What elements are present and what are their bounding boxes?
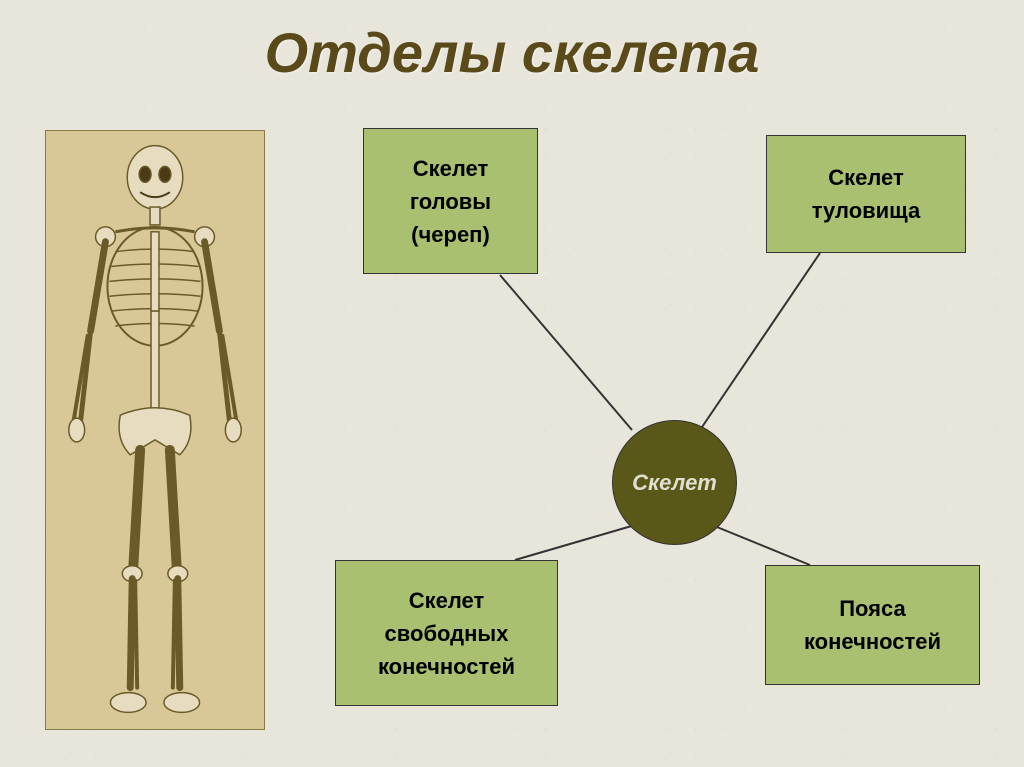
skeleton-illustration	[45, 130, 265, 730]
page-title: Отделы скелета	[265, 20, 760, 85]
node-head: Скелетголовы(череп)	[363, 128, 538, 274]
center-node: Скелет	[612, 420, 737, 545]
concept-diagram: Скелет Скелетголовы(череп) Скелеттуловища С…	[300, 110, 1000, 710]
node-free-limbs: Скелетсвободныхконечностей	[335, 560, 558, 706]
node-torso: Скелеттуловища	[766, 135, 966, 253]
node-limb-belts: Поясаконечностей	[765, 565, 980, 685]
